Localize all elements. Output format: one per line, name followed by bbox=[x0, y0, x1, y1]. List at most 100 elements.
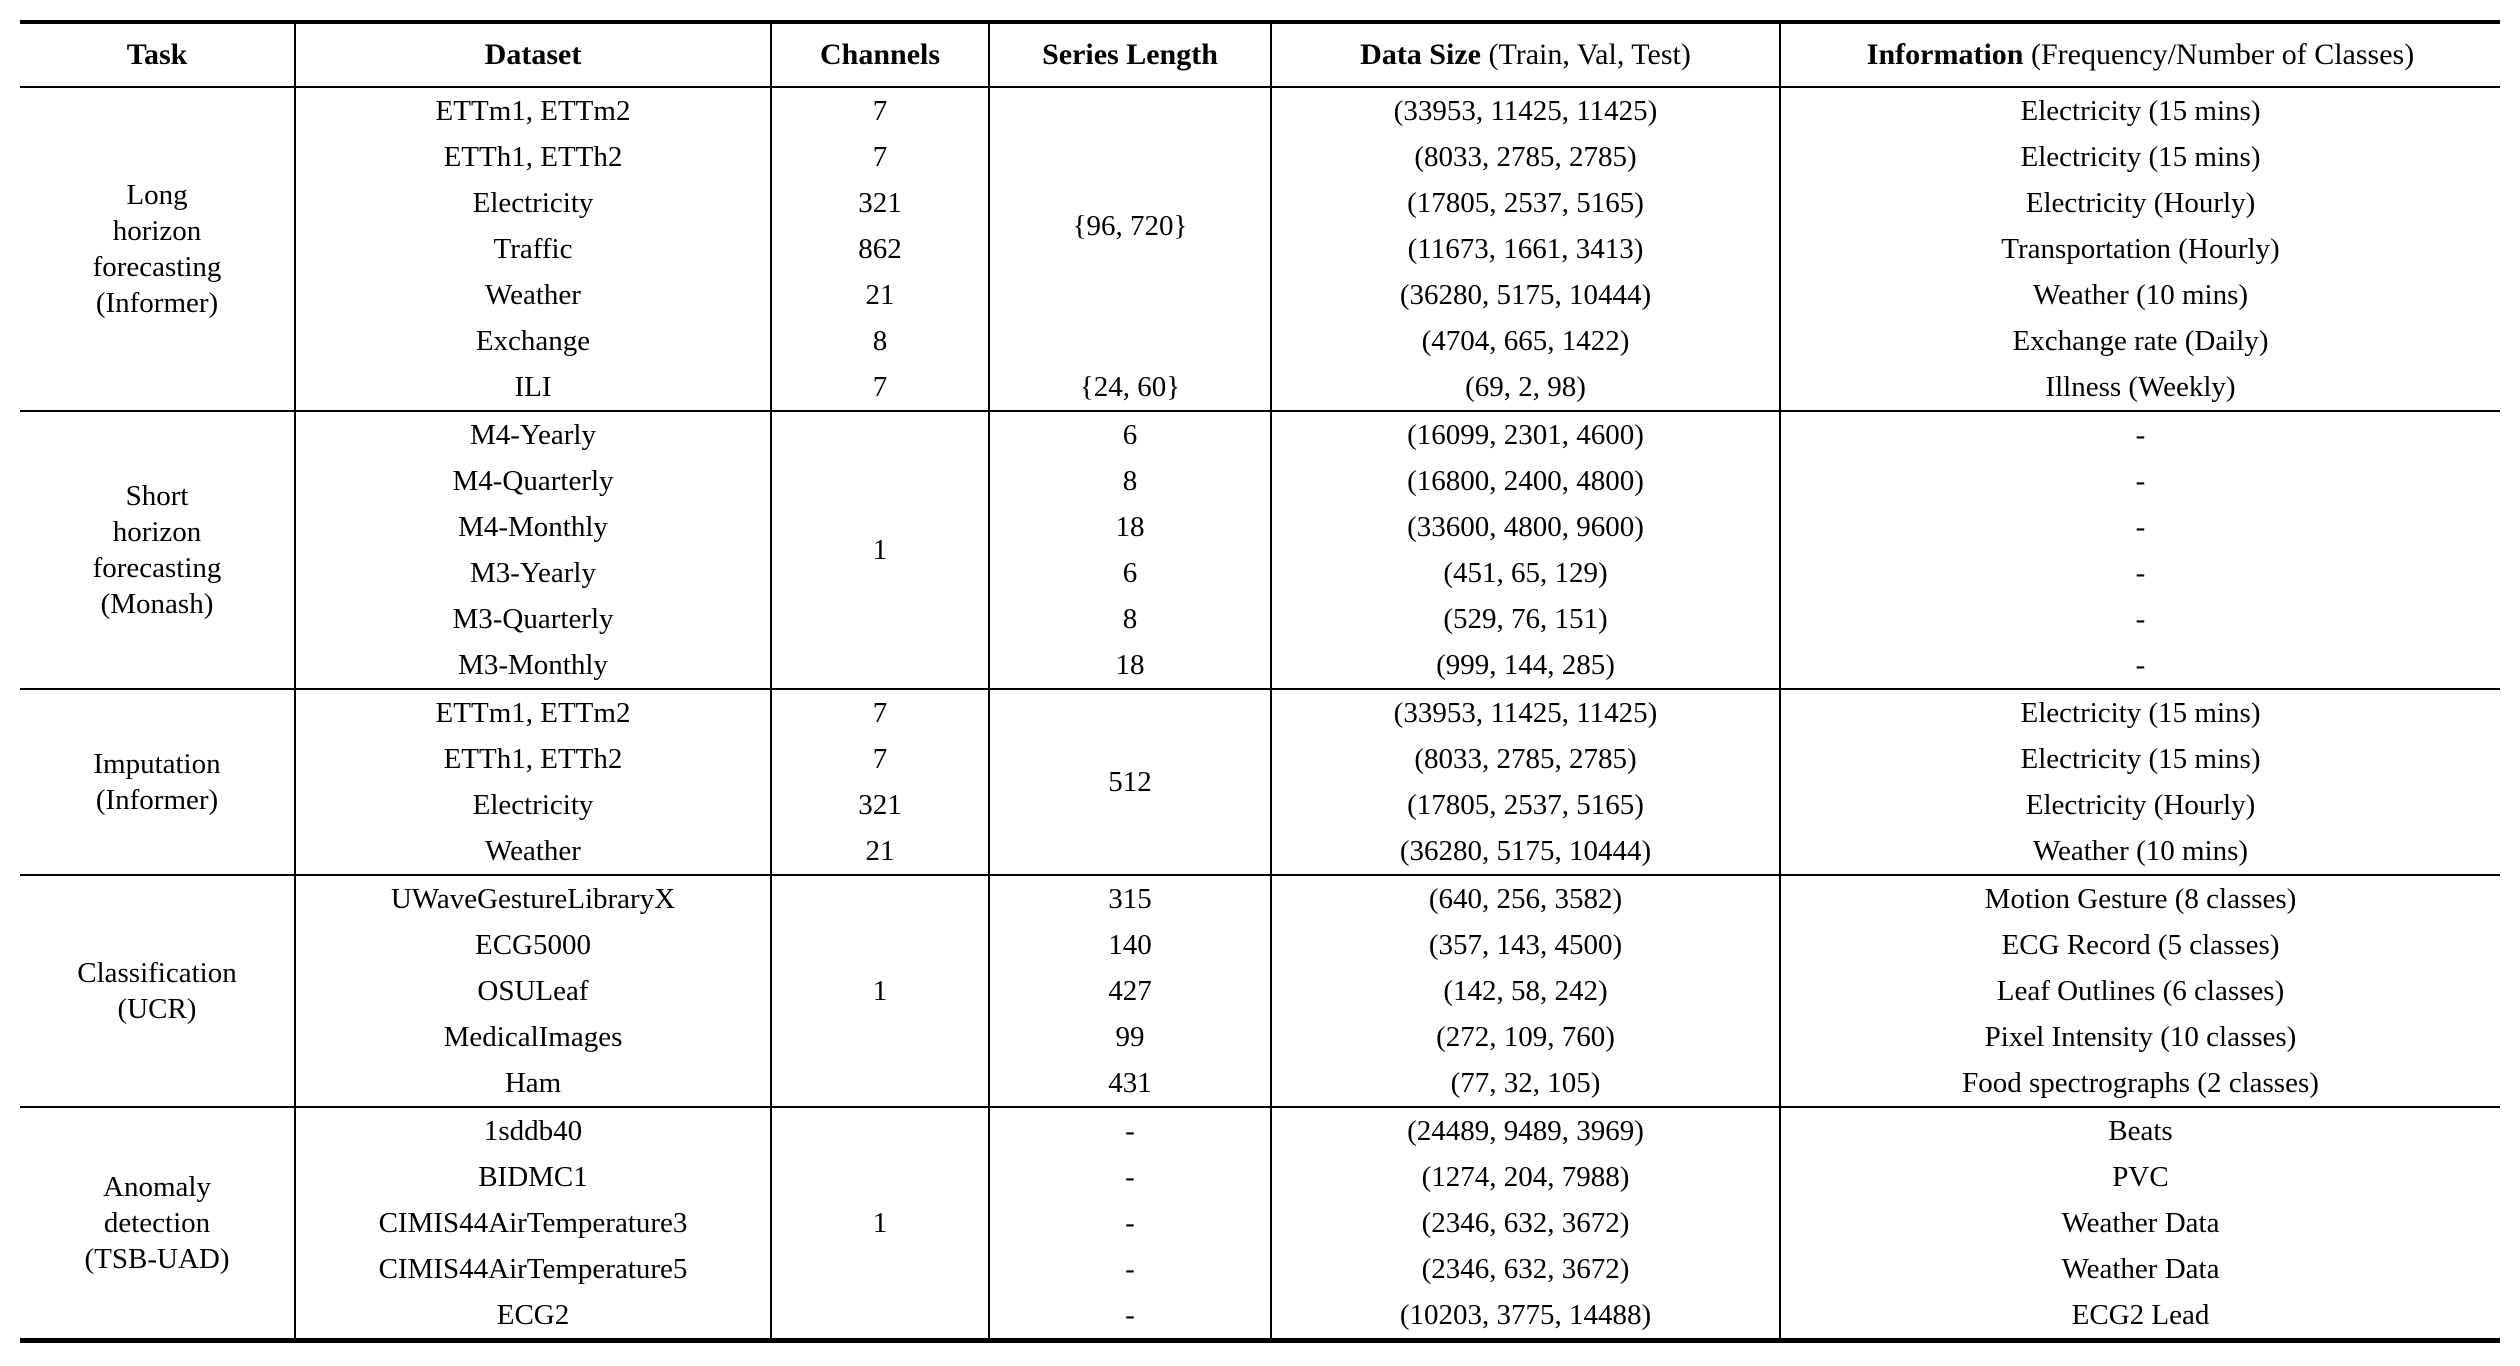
channels-cell: 21 bbox=[770, 272, 989, 318]
information-cell: ECG Record (5 classes) bbox=[1779, 922, 2500, 968]
data-size-cell: (1274, 204, 7988) bbox=[1270, 1154, 1780, 1200]
table-row: ETTh1, ETTh2 7 (8033, 2785, 2785) Electr… bbox=[20, 134, 2500, 180]
data-size-cell: (16800, 2400, 4800) bbox=[1270, 458, 1780, 504]
information-cell: Weather (10 mins) bbox=[1779, 828, 2500, 875]
data-size-cell: (33953, 11425, 11425) bbox=[1270, 86, 1780, 134]
task-cell: Imputation (Informer) bbox=[20, 688, 295, 875]
information-cell: - bbox=[1779, 458, 2500, 504]
dataset-cell: ILI bbox=[294, 364, 771, 411]
information-cell: Electricity (Hourly) bbox=[1779, 180, 2500, 226]
information-cell: Electricity (15 mins) bbox=[1779, 688, 2500, 736]
information-cell: Beats bbox=[1779, 1106, 2500, 1154]
data-size-cell: (36280, 5175, 10444) bbox=[1270, 272, 1780, 318]
table-row: OSULeaf 427 (142, 58, 242) Leaf Outlines… bbox=[20, 968, 2500, 1014]
channels-cell: 8 bbox=[770, 318, 989, 364]
series-length-cell: 8 bbox=[988, 458, 1271, 504]
dataset-cell: Electricity bbox=[294, 782, 771, 828]
information-cell: Pixel Intensity (10 classes) bbox=[1779, 1014, 2500, 1060]
table-row: ILI 7 {24, 60} (69, 2, 98) Illness (Week… bbox=[20, 364, 2500, 411]
channels-cell: 321 bbox=[770, 782, 989, 828]
task-cell: Anomaly detection (TSB-UAD) bbox=[20, 1106, 295, 1341]
information-cell: PVC bbox=[1779, 1154, 2500, 1200]
series-length-cell: 18 bbox=[988, 642, 1271, 689]
table-row: Weather 21 (36280, 5175, 10444) Weather … bbox=[20, 828, 2500, 875]
data-size-cell: (357, 143, 4500) bbox=[1270, 922, 1780, 968]
series-length-cell: 6 bbox=[988, 410, 1271, 458]
dataset-cell: UWaveGestureLibraryX bbox=[294, 874, 771, 922]
task-cell: Short horizon forecasting (Monash) bbox=[20, 410, 295, 689]
series-length-cell: 6 bbox=[988, 550, 1271, 596]
dataset-cell: BIDMC1 bbox=[294, 1154, 771, 1200]
data-size-cell: (11673, 1661, 3413) bbox=[1270, 226, 1780, 272]
dataset-cell: CIMIS44AirTemperature5 bbox=[294, 1246, 771, 1292]
table-row: Ham 431 (77, 32, 105) Food spectrographs… bbox=[20, 1060, 2500, 1107]
table-header: Task Dataset Channels Series Length Data… bbox=[20, 22, 2500, 88]
information-cell: Electricity (15 mins) bbox=[1779, 86, 2500, 134]
data-size-cell: (8033, 2785, 2785) bbox=[1270, 736, 1780, 782]
table-row: MedicalImages 99 (272, 109, 760) Pixel I… bbox=[20, 1014, 2500, 1060]
dataset-cell: M3-Yearly bbox=[294, 550, 771, 596]
data-size-cell: (640, 256, 3582) bbox=[1270, 874, 1780, 922]
table-row: Classification (UCR) UWaveGestureLibrary… bbox=[20, 874, 2500, 1107]
information-cell: - bbox=[1779, 410, 2500, 458]
information-cell: - bbox=[1779, 504, 2500, 550]
header-task: Task bbox=[20, 22, 295, 88]
table-row: Short horizon forecasting (Monash) M4-Ye… bbox=[20, 410, 2500, 689]
series-length-cell: {96, 720} bbox=[988, 86, 1271, 364]
table-row: CIMIS44AirTemperature5 - (2346, 632, 367… bbox=[20, 1246, 2500, 1292]
task-cell: Long horizon forecasting (Informer) bbox=[20, 86, 295, 411]
dataset-cell: ECG5000 bbox=[294, 922, 771, 968]
information-cell: - bbox=[1779, 596, 2500, 642]
block-anomaly-detection: Anomaly detection (TSB-UAD) 1sddb40 1 - … bbox=[20, 1106, 2500, 1341]
data-size-cell: (77, 32, 105) bbox=[1270, 1060, 1780, 1107]
channels-cell: 862 bbox=[770, 226, 989, 272]
information-cell: Electricity (15 mins) bbox=[1779, 134, 2500, 180]
table-row: Electricity 321 (17805, 2537, 5165) Elec… bbox=[20, 180, 2500, 226]
datasets-table: Task Dataset Channels Series Length Data… bbox=[20, 20, 2500, 1343]
information-cell: Electricity (15 mins) bbox=[1779, 736, 2500, 782]
channels-cell: 1 bbox=[770, 874, 989, 1107]
table-row: Imputation (Informer) ETTm1, ETTm2 7 512… bbox=[20, 688, 2500, 875]
channels-cell: 7 bbox=[770, 688, 989, 736]
data-size-cell: (451, 65, 129) bbox=[1270, 550, 1780, 596]
dataset-cell: M4-Quarterly bbox=[294, 458, 771, 504]
table-row: M3-Quarterly 8 (529, 76, 151) - bbox=[20, 596, 2500, 642]
data-size-cell: (33953, 11425, 11425) bbox=[1270, 688, 1780, 736]
data-size-cell: (16099, 2301, 4600) bbox=[1270, 410, 1780, 458]
table-row: M3-Yearly 6 (451, 65, 129) - bbox=[20, 550, 2500, 596]
channels-cell: 7 bbox=[770, 86, 989, 134]
series-length-cell: 140 bbox=[988, 922, 1271, 968]
information-cell: Illness (Weekly) bbox=[1779, 364, 2500, 411]
series-length-cell: - bbox=[988, 1154, 1271, 1200]
dataset-cell: M3-Quarterly bbox=[294, 596, 771, 642]
information-cell: ECG2 Lead bbox=[1779, 1292, 2500, 1341]
header-series-length: Series Length bbox=[988, 22, 1271, 88]
channels-cell: 7 bbox=[770, 736, 989, 782]
data-size-cell: (33600, 4800, 9600) bbox=[1270, 504, 1780, 550]
data-size-cell: (142, 58, 242) bbox=[1270, 968, 1780, 1014]
dataset-cell: Weather bbox=[294, 272, 771, 318]
information-cell: - bbox=[1779, 550, 2500, 596]
task-cell: Classification (UCR) bbox=[20, 874, 295, 1107]
data-size-cell: (69, 2, 98) bbox=[1270, 364, 1780, 411]
table-row: Traffic 862 (11673, 1661, 3413) Transpor… bbox=[20, 226, 2500, 272]
dataset-cell: M4-Yearly bbox=[294, 410, 771, 458]
dataset-cell: M4-Monthly bbox=[294, 504, 771, 550]
information-cell: Electricity (Hourly) bbox=[1779, 782, 2500, 828]
series-length-cell: 315 bbox=[988, 874, 1271, 922]
data-size-cell: (4704, 665, 1422) bbox=[1270, 318, 1780, 364]
data-size-cell: (272, 109, 760) bbox=[1270, 1014, 1780, 1060]
information-cell: Transportation (Hourly) bbox=[1779, 226, 2500, 272]
series-length-cell: - bbox=[988, 1246, 1271, 1292]
information-cell: Motion Gesture (8 classes) bbox=[1779, 874, 2500, 922]
table-row: CIMIS44AirTemperature3 - (2346, 632, 367… bbox=[20, 1200, 2500, 1246]
dataset-cell: ETTh1, ETTh2 bbox=[294, 736, 771, 782]
series-length-cell: 18 bbox=[988, 504, 1271, 550]
series-length-cell: 431 bbox=[988, 1060, 1271, 1107]
series-length-cell: 99 bbox=[988, 1014, 1271, 1060]
dataset-cell: M3-Monthly bbox=[294, 642, 771, 689]
dataset-cell: ETTh1, ETTh2 bbox=[294, 134, 771, 180]
header-dataset: Dataset bbox=[294, 22, 771, 88]
channels-cell: 7 bbox=[770, 134, 989, 180]
channels-cell: 321 bbox=[770, 180, 989, 226]
